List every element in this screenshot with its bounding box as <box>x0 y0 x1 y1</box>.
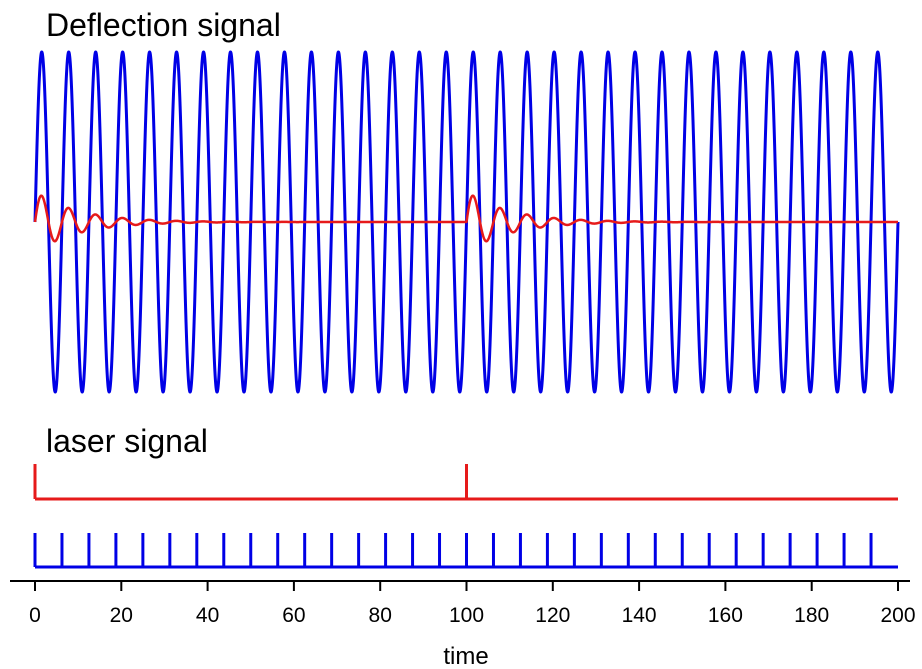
x-tick-label: 0 <box>29 604 41 627</box>
x-tick-label: 60 <box>282 604 305 627</box>
x-tick-label: 80 <box>369 604 392 627</box>
x-tick-label: 100 <box>449 604 484 627</box>
deflection-damped-series <box>33 194 900 243</box>
x-axis-label: time <box>443 643 488 669</box>
x-tick-label: 20 <box>110 604 133 627</box>
laser-blue-pulse-series <box>33 533 898 569</box>
x-tick-label: 120 <box>535 604 570 627</box>
x-tick-label: 140 <box>622 604 657 627</box>
x-tick-label: 160 <box>708 604 743 627</box>
laser-red-pulse-series <box>33 464 898 501</box>
x-tick-label: 40 <box>196 604 219 627</box>
x-axis: 0 20 40 60 80 100 120 140 160 180 200 <box>10 580 916 627</box>
x-tick-label: 180 <box>794 604 829 627</box>
x-tick-label: 200 <box>880 604 915 627</box>
deflection-panel-title: Deflection signal <box>46 7 281 43</box>
laser-panel-title: laser signal <box>46 423 208 459</box>
